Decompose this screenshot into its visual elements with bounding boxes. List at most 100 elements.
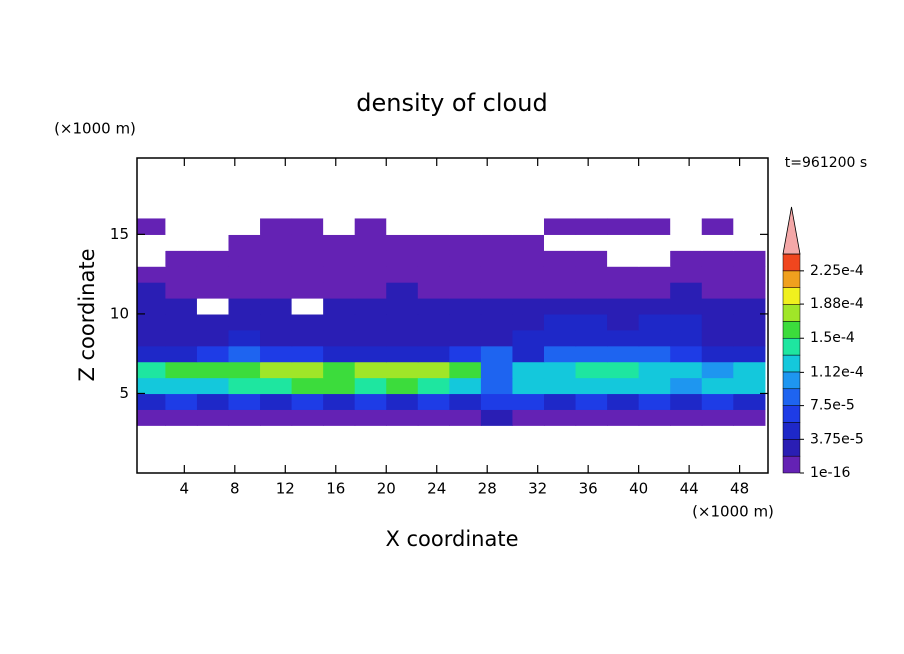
contour-cell	[638, 329, 671, 347]
contour-cell	[354, 218, 387, 235]
contour-cell	[323, 409, 356, 426]
contour-cell	[291, 250, 324, 267]
contour-cell	[512, 329, 545, 347]
contour-cell	[291, 282, 324, 299]
contour-cell	[733, 266, 766, 283]
contour-cell	[543, 329, 577, 347]
contour-cell	[670, 393, 703, 410]
contour-cell	[733, 329, 766, 347]
contour-cell	[291, 409, 324, 426]
contour-cell	[323, 377, 356, 395]
contour-cell	[291, 393, 324, 410]
contour-cell	[543, 361, 577, 379]
contour-cell	[137, 234, 166, 251]
contour-cell	[670, 313, 703, 331]
contour-cell	[417, 393, 450, 410]
contour-cell	[137, 393, 166, 410]
contour-cell	[354, 266, 387, 283]
contour-cell	[638, 282, 671, 299]
contour-cell	[575, 329, 608, 347]
x-tick-label: 28	[478, 480, 497, 498]
contour-cell	[607, 409, 640, 426]
contour-cell	[543, 218, 577, 235]
contour-cell	[607, 282, 640, 299]
contour-cell	[733, 234, 766, 251]
contour-cell	[260, 266, 293, 283]
contour-cell	[137, 345, 166, 363]
contour-cell	[137, 298, 166, 315]
contour-cell	[386, 409, 419, 426]
contour-cell	[449, 409, 482, 426]
colorbar-band	[782, 287, 801, 305]
contour-cell	[291, 234, 324, 251]
contour-cell	[165, 234, 198, 251]
contour-cell	[607, 266, 640, 283]
contour-cell	[575, 234, 608, 251]
contour-field	[137, 218, 766, 426]
y-tick-label: 15	[110, 225, 129, 243]
contour-cell	[733, 361, 766, 379]
contour-cell	[260, 361, 293, 379]
contour-cell	[607, 345, 640, 363]
contour-cell	[228, 329, 261, 347]
contour-cell	[512, 377, 545, 395]
contour-cell	[701, 298, 734, 315]
contour-cell	[701, 393, 734, 410]
contour-cell	[512, 234, 545, 251]
contour-cell	[638, 409, 671, 426]
contour-cell	[291, 377, 324, 395]
colorbar-band	[782, 270, 801, 288]
contour-cell	[733, 298, 766, 315]
x-tick-label: 4	[180, 480, 190, 498]
x-tick-label: 40	[629, 480, 648, 498]
contour-cell	[260, 345, 293, 363]
contour-cell	[291, 266, 324, 283]
contour-cell	[701, 313, 734, 331]
contour-cell	[480, 313, 514, 331]
contour-cell	[196, 409, 230, 426]
contour-cell	[196, 250, 230, 267]
contour-cell	[291, 313, 324, 331]
contour-cell	[165, 250, 198, 267]
x-unit: (×1000 m)	[692, 503, 774, 521]
contour-cell	[670, 409, 703, 426]
colorbar-band	[782, 253, 801, 272]
contour-cell	[733, 345, 766, 363]
contour-cell	[543, 377, 577, 395]
contour-cell	[575, 393, 608, 410]
contour-cell	[196, 234, 230, 251]
contour-cell	[137, 282, 166, 299]
contour-cell	[386, 313, 419, 331]
contour-cell	[417, 329, 450, 347]
x-tick-label: 48	[730, 480, 749, 498]
contour-cell	[701, 266, 734, 283]
colorbar-tick-label: 1e-16	[810, 465, 850, 481]
contour-cell	[638, 298, 671, 315]
contour-cell	[607, 329, 640, 347]
contour-cell	[354, 361, 387, 379]
contour-cell	[323, 266, 356, 283]
contour-cell	[228, 298, 261, 315]
colorbar-band	[782, 422, 801, 440]
contour-cell	[512, 393, 545, 410]
contour-cell	[638, 345, 671, 363]
x-tick-label: 24	[427, 480, 446, 498]
colorbar-band	[782, 405, 801, 423]
contour-cell	[480, 393, 514, 410]
contour-cell	[512, 345, 545, 363]
contour-cell	[480, 298, 514, 315]
contour-cell	[323, 282, 356, 299]
contour-cell	[701, 361, 734, 379]
contour-cell	[196, 329, 230, 347]
contour-cell	[575, 282, 608, 299]
contour-cell	[575, 250, 608, 267]
contour-cell	[607, 393, 640, 410]
contour-cell	[228, 250, 261, 267]
contour-cell	[417, 282, 450, 299]
y-tick-label: 10	[110, 304, 129, 322]
contour-cell	[137, 377, 166, 395]
contour-cell	[670, 282, 703, 299]
contour-cell	[512, 298, 545, 315]
contour-cell	[512, 250, 545, 267]
contour-cell	[165, 329, 198, 347]
